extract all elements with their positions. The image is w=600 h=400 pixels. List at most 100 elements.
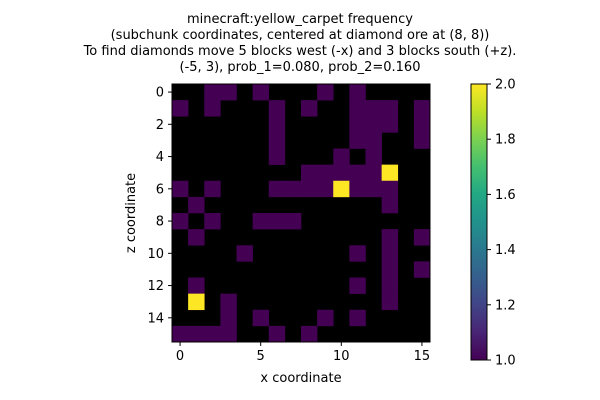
y-axis-label: z coordinate	[124, 173, 139, 253]
heatmap-cell	[317, 309, 334, 327]
y-tick-label: 2	[156, 118, 164, 133]
heatmap-cell	[413, 116, 431, 133]
heatmap-cell	[365, 164, 382, 182]
heatmap-cell	[333, 148, 350, 165]
heatmap-cell	[301, 325, 318, 343]
x-axis-label: x coordinate	[260, 371, 341, 386]
chart-title-line-4: (-5, 3), prob_1=0.080, prob_2=0.160	[179, 60, 421, 75]
heatmap-cell	[349, 164, 366, 182]
x-tick-label: 15	[414, 349, 431, 364]
heatmap-cell	[268, 148, 286, 165]
heatmap-cell	[172, 100, 189, 117]
heatmap-cell	[381, 100, 399, 117]
heatmap-cell	[381, 229, 399, 246]
colorbar-tick-label: 1.4	[495, 243, 516, 258]
heatmap-cell	[381, 116, 399, 133]
heatmap-cell	[301, 100, 318, 117]
heatmap-cell	[381, 261, 399, 278]
heatmap-cell	[252, 213, 270, 230]
heatmap-cell	[349, 132, 366, 149]
colorbar-tick-label: 2.0	[495, 78, 516, 93]
heatmap-cell	[220, 293, 237, 311]
colorbar	[470, 83, 488, 361]
heatmap-cell	[349, 84, 366, 101]
heatmap-cell	[268, 116, 286, 133]
heatmap-cell	[268, 132, 286, 149]
heatmap-cell	[317, 180, 334, 198]
heatmap-cell	[172, 325, 189, 343]
heatmap-cell	[301, 180, 318, 198]
colorbar-tick-label: 1.0	[495, 354, 516, 369]
heatmap-cell	[365, 180, 382, 198]
chart-title-line-1: minecraft:yellow_carpet frequency	[187, 12, 413, 27]
heatmap-cell	[349, 277, 366, 294]
heatmap-cell	[317, 84, 334, 101]
heatmap-cell	[204, 84, 221, 101]
heatmap-cell	[365, 116, 382, 133]
y-tick-label: 10	[147, 247, 164, 262]
heatmap-cell	[365, 100, 382, 117]
y-tick-label: 12	[147, 279, 164, 294]
heatmap-cell	[317, 164, 334, 182]
chart-title-line-3: To find diamonds move 5 blocks west (-x)…	[83, 44, 517, 59]
x-axis: 0 5 10 15	[176, 342, 430, 364]
y-tick-label: 4	[156, 150, 164, 165]
heatmap-cell	[188, 325, 205, 343]
heatmap-cell	[381, 180, 399, 198]
heatmap-cell	[268, 100, 286, 117]
y-tick-label: 8	[156, 215, 164, 230]
heatmap-cell	[172, 180, 189, 198]
heatmap-cell	[220, 309, 237, 327]
y-tick-label: 6	[156, 182, 164, 197]
heatmap-cell	[284, 180, 302, 198]
heatmap-cell	[381, 196, 399, 214]
heatmap-cell	[349, 245, 366, 262]
heatmap-cell	[333, 180, 350, 198]
heatmap-cell	[349, 180, 366, 198]
heatmap-cell	[236, 245, 253, 262]
y-axis: 0 2 4 6 8 10 12 14	[147, 86, 172, 326]
heatmap-cell	[284, 213, 302, 230]
heatmap-cell	[413, 229, 431, 246]
chart-title-line-2: (subchunk coordinates, centered at diamo…	[110, 28, 490, 43]
colorbar-tick-label: 1.6	[495, 188, 516, 203]
heatmap-cell	[220, 325, 237, 343]
x-tick-label: 10	[333, 349, 350, 364]
heatmap-cell	[349, 116, 366, 133]
colorbar-ticks: 1.0 1.2 1.4 1.6 1.8 2.0	[487, 78, 516, 369]
heatmap-cell	[204, 325, 221, 343]
heatmap-cell	[381, 245, 399, 262]
plot-frame	[171, 83, 431, 343]
heatmap-cell	[172, 213, 189, 230]
y-tick-label: 14	[147, 311, 164, 326]
heatmap-cell	[220, 84, 237, 101]
heatmap-cell	[349, 309, 366, 327]
heatmap-cell	[349, 100, 366, 117]
heatmap-cell	[188, 229, 205, 246]
heatmap-cell	[188, 277, 205, 294]
colorbar-tick-label: 1.8	[495, 133, 516, 148]
heatmap-cell	[268, 325, 286, 343]
heatmap-cell	[365, 148, 382, 165]
heatmap-cell	[365, 132, 382, 149]
y-tick-label: 0	[156, 86, 164, 101]
heatmap-cell	[188, 293, 205, 311]
heatmap-cell	[381, 164, 399, 182]
heatmap-cell	[333, 164, 350, 182]
x-tick-label: 0	[176, 349, 184, 364]
heatmap-cell	[188, 196, 205, 214]
heatmap-cell	[204, 213, 221, 230]
heatmap-cell	[301, 164, 318, 182]
heatmap-cell	[413, 100, 431, 117]
heatmap-cell	[381, 277, 399, 294]
heatmap-cell	[268, 213, 286, 230]
colorbar-tick-label: 1.2	[495, 298, 516, 313]
heatmap-cell	[252, 309, 270, 327]
heatmap-cell	[268, 180, 286, 198]
x-tick-label: 5	[257, 349, 265, 364]
heatmap-cell	[413, 261, 431, 278]
heatmap-cell	[204, 100, 221, 117]
heatmap-cell	[381, 293, 399, 311]
heatmap-cell	[252, 84, 270, 101]
